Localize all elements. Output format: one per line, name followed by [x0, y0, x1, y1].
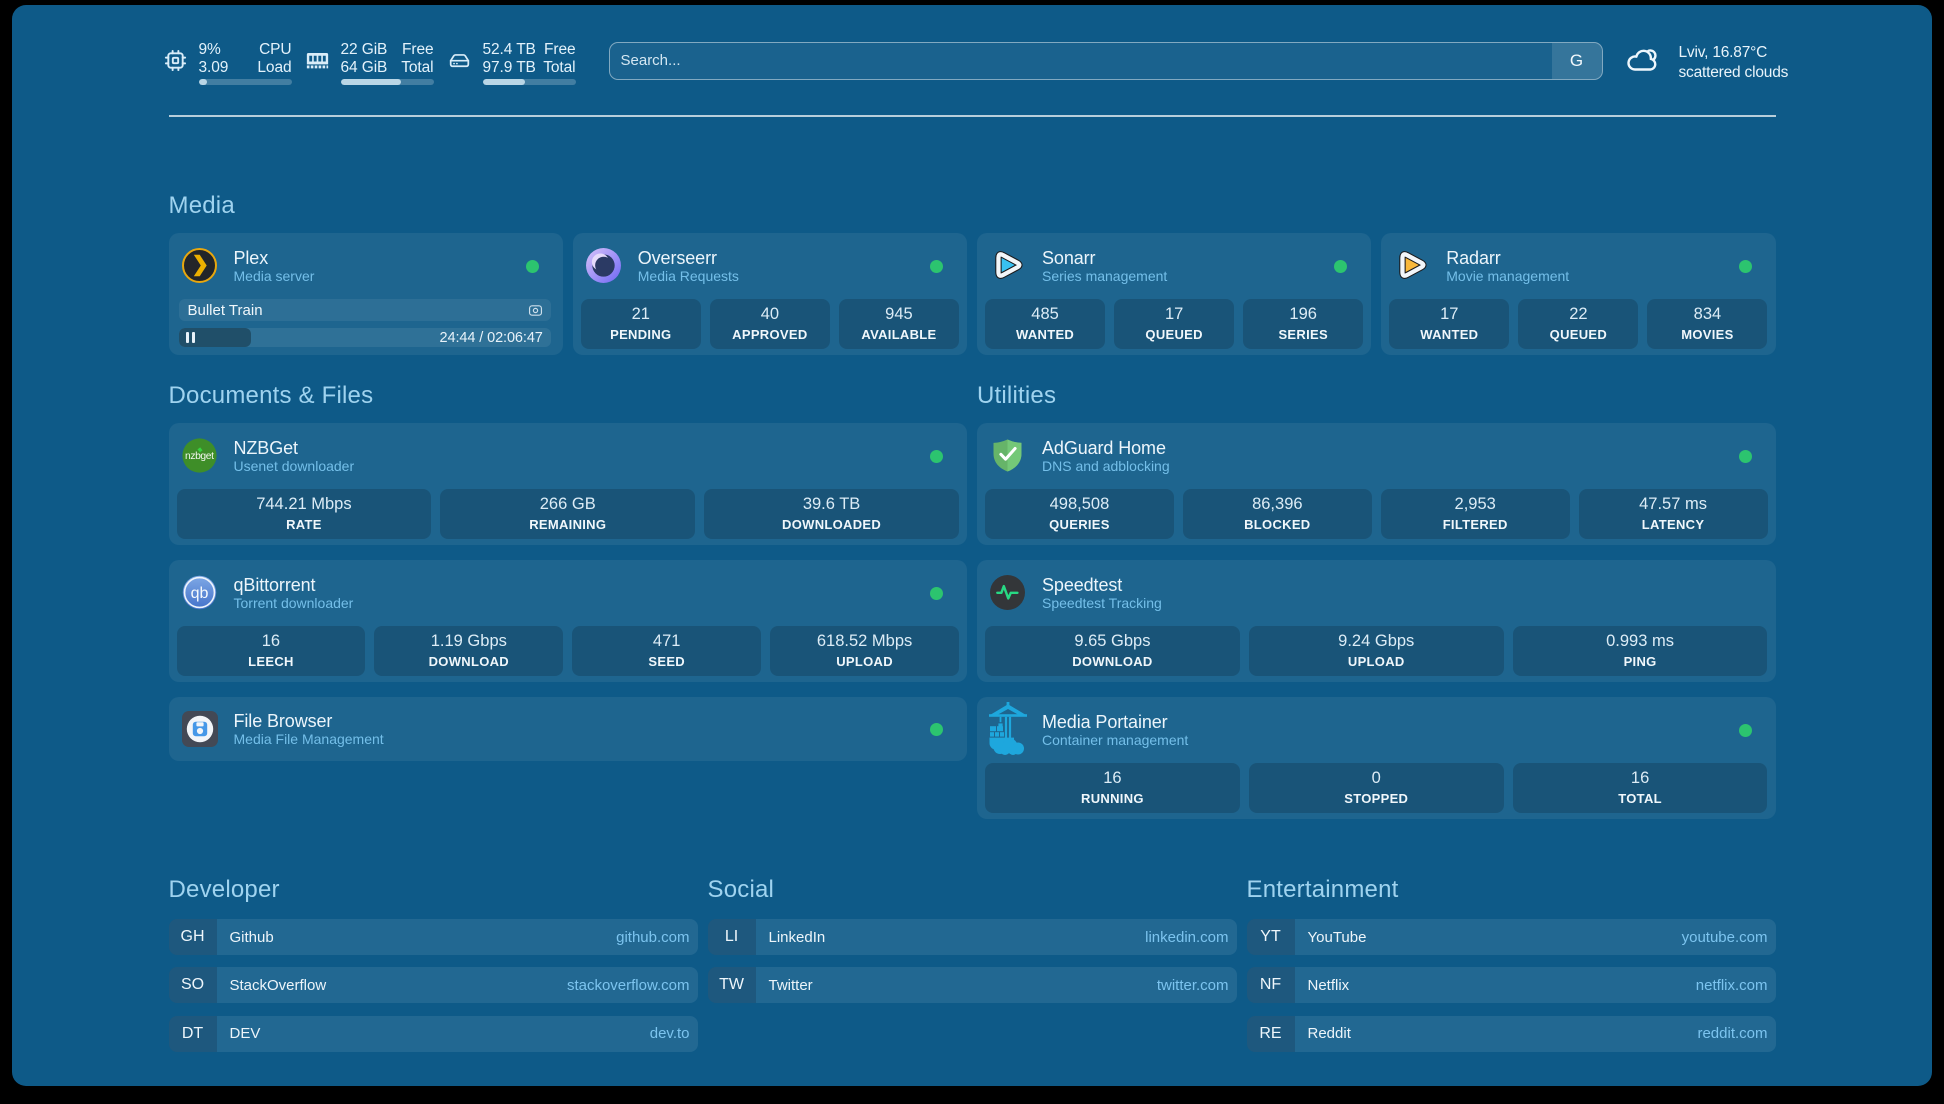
svg-text:nzbget: nzbget — [185, 451, 214, 462]
svg-text:qb: qb — [190, 584, 208, 602]
